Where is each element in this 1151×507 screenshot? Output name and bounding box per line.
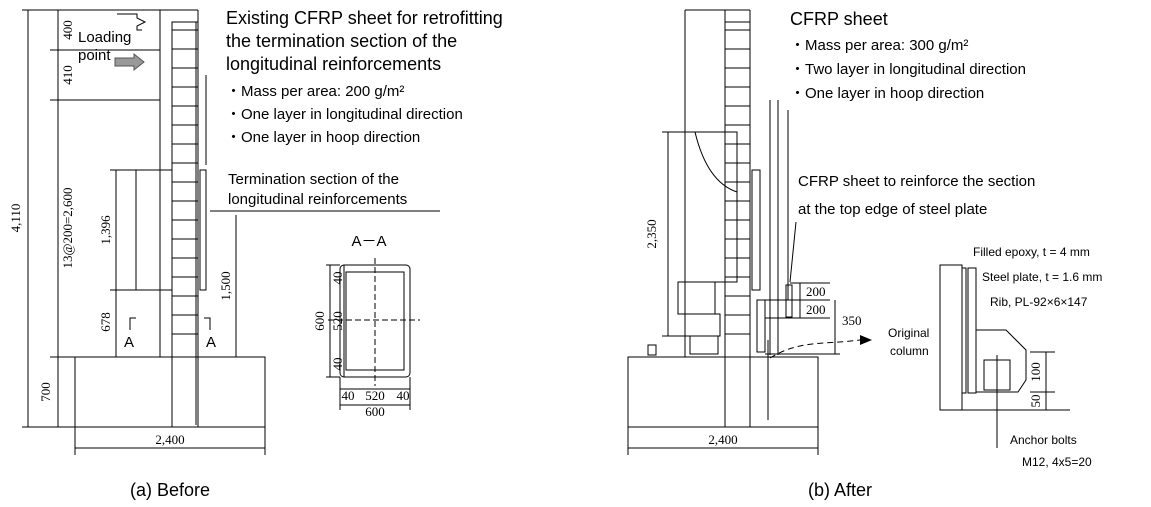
dimension: 600 — [365, 404, 385, 419]
dimension: 700 — [38, 382, 53, 402]
cfrp-hoop — [678, 282, 715, 314]
heading: the termination section of the — [226, 31, 457, 51]
dimension: 520 — [365, 388, 385, 403]
label: M12, 4x5=20 — [1022, 455, 1092, 469]
dimension: 678 — [98, 312, 113, 332]
heading: CFRP sheet — [790, 9, 888, 29]
dimension: 350 — [842, 313, 862, 328]
footing — [628, 357, 818, 427]
cfrp-sheet — [200, 170, 206, 290]
bullet: ・One layer in hoop direction — [790, 85, 984, 102]
label: CFRP sheet to reinforce the section — [798, 173, 1035, 190]
panel-before: Loading point Existing CFRP sheet for re… — [8, 8, 503, 500]
line-work — [204, 318, 210, 330]
cfrp-top — [695, 132, 737, 192]
dimension: 1,396 — [98, 215, 113, 245]
label: column — [890, 344, 929, 358]
dimension: 40 — [330, 358, 345, 371]
bullet: ・Two layer in longitudinal direction — [790, 61, 1026, 78]
bullet: ・One layer in hoop direction — [226, 129, 420, 146]
label: Anchor bolts — [1010, 433, 1077, 447]
dimension: 13@200=2,600 — [60, 187, 75, 268]
dimension: 2,400 — [708, 432, 737, 447]
label: longitudinal reinforcements — [228, 191, 407, 208]
dimension: 2,400 — [155, 432, 184, 447]
load-arrow — [115, 54, 144, 70]
dimension: 2,350 — [644, 219, 659, 248]
diagram: Loading point Existing CFRP sheet for re… — [0, 0, 1151, 507]
heading: longitudinal reinforcements — [226, 54, 441, 74]
bullet: ・Mass per area: 200 g/m² — [226, 83, 404, 100]
cfrp-sheet — [752, 170, 760, 290]
label: Rib, PL-92×6×147 — [990, 295, 1088, 309]
line-work — [860, 335, 872, 345]
line-work — [786, 285, 792, 317]
dimension: 50 — [1028, 395, 1043, 408]
cfrp-wrap — [685, 132, 737, 282]
dimension: 520 — [330, 311, 345, 331]
label: Original — [888, 326, 929, 340]
bullet: ・One layer in longitudinal direction — [226, 106, 463, 123]
dimension: 200 — [806, 302, 826, 317]
footing — [75, 357, 265, 427]
column-core — [172, 22, 198, 427]
dimension: 100 — [1028, 362, 1043, 382]
line-work — [968, 268, 976, 393]
dimension: 400 — [60, 20, 75, 40]
line-work — [790, 222, 796, 282]
dimension: 40 — [397, 388, 410, 403]
caption: (b) After — [808, 480, 872, 500]
heading: Existing CFRP sheet for retrofitting — [226, 8, 503, 28]
dimension: 40 — [342, 388, 355, 403]
section-title: A－A — [351, 233, 386, 250]
line-work — [962, 265, 1070, 410]
line-work — [130, 318, 136, 330]
footing-core — [198, 357, 265, 427]
line-work — [172, 30, 198, 334]
dimension: 410 — [60, 65, 75, 85]
line-work — [940, 265, 962, 410]
section-mark: A — [124, 334, 134, 351]
line-work — [770, 340, 860, 358]
footing-core — [750, 357, 818, 427]
dimension: 1,500 — [218, 271, 233, 300]
steel-plate — [690, 336, 718, 354]
label: Loading — [78, 29, 131, 46]
section-mark: A — [206, 334, 216, 351]
dimension: 200 — [806, 284, 826, 299]
line-work — [962, 268, 966, 393]
label: at the top edge of steel plate — [798, 201, 987, 218]
label: Termination section of the — [228, 171, 399, 188]
caption: (a) Before — [130, 480, 210, 500]
cfrp-sheet — [136, 170, 172, 290]
line-work — [725, 30, 750, 334]
label: Filled epoxy, t = 4 mm — [973, 245, 1090, 259]
panel-after: CFRP sheet ・Mass per area: 300 g/m² ・Two… — [628, 9, 1102, 500]
label: Steel plate, t = 1.6 mm — [982, 270, 1102, 284]
line-work — [757, 300, 765, 352]
dimension: 40 — [330, 272, 345, 285]
cfrp-wrap — [685, 314, 720, 336]
dimension: 4,110 — [8, 204, 23, 233]
line-work — [648, 345, 656, 355]
dimension: 600 — [312, 311, 327, 331]
bullet: ・Mass per area: 300 g/m² — [790, 37, 968, 54]
arrow — [117, 14, 145, 30]
